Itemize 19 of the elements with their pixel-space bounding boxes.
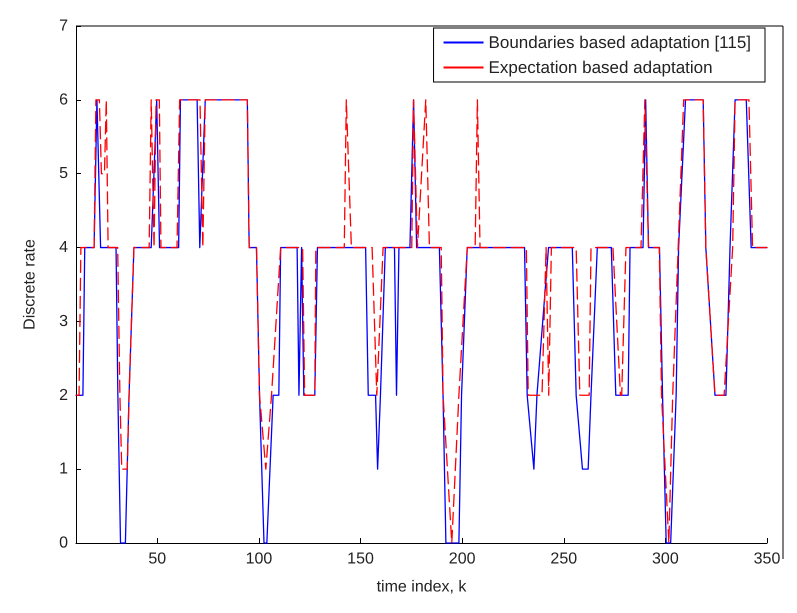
- y-tick-label: 7: [59, 18, 68, 34]
- y-tick-label: 5: [59, 165, 68, 182]
- y-tick-label: 4: [59, 239, 68, 256]
- x-tick-label: 250: [550, 550, 578, 568]
- x-axis-title: time index, k: [376, 578, 468, 596]
- legend-label: Boundaries based adaptation [115]: [488, 33, 752, 52]
- y-tick-label: 6: [59, 91, 68, 108]
- x-tick-label: 150: [347, 550, 374, 568]
- x-tick-label: 200: [448, 550, 476, 568]
- y-axis-title: Discrete rate: [22, 239, 38, 330]
- legend-label: Expectation based adaptation: [488, 58, 713, 77]
- y-tick-label: 2: [59, 386, 68, 404]
- x-tick-label: 100: [246, 550, 272, 568]
- x-tick-label: 350: [754, 550, 780, 568]
- y-tick-label: 3: [59, 312, 68, 330]
- y-tick-label: 0: [59, 534, 68, 552]
- x-tick-label: 50: [148, 550, 166, 568]
- y-tick-label: 1: [59, 460, 68, 478]
- x-tick-label: 300: [652, 550, 679, 568]
